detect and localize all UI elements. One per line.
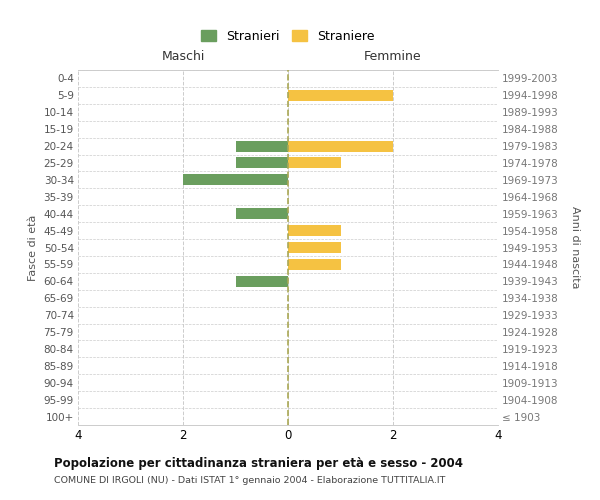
Text: Maschi: Maschi [161,50,205,63]
Bar [288,140,393,151]
Legend: Stranieri, Straniere: Stranieri, Straniere [201,30,375,43]
Bar [235,276,288,287]
Bar [288,242,341,253]
Y-axis label: Anni di nascita: Anni di nascita [570,206,580,289]
Y-axis label: Fasce di età: Fasce di età [28,214,38,280]
Bar [235,140,288,151]
Text: Femmine: Femmine [364,50,422,63]
Bar [288,90,393,101]
Bar [288,259,341,270]
Text: Popolazione per cittadinanza straniera per età e sesso - 2004: Popolazione per cittadinanza straniera p… [54,458,463,470]
Bar [235,208,288,219]
Bar [288,225,341,236]
Bar [183,174,288,186]
Bar [288,158,341,168]
Bar [235,158,288,168]
Text: COMUNE DI IRGOLI (NU) - Dati ISTAT 1° gennaio 2004 - Elaborazione TUTTITALIA.IT: COMUNE DI IRGOLI (NU) - Dati ISTAT 1° ge… [54,476,445,485]
